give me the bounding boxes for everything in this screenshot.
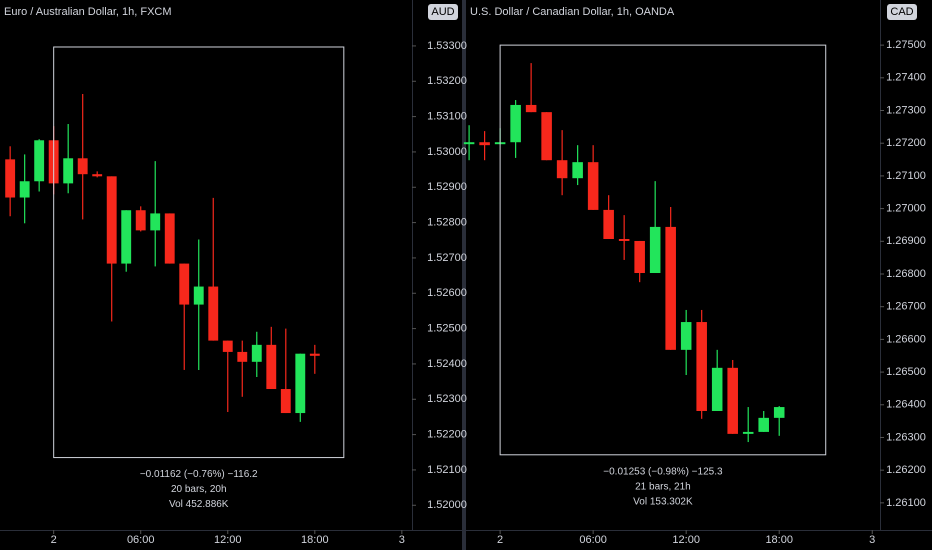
candle-body	[193, 286, 204, 305]
candle-body	[208, 286, 219, 341]
measure-label: Vol 153.302K	[633, 496, 693, 507]
y-tick-label: 1.53200	[427, 75, 467, 87]
y-tick-label: 1.53100	[427, 111, 467, 123]
candle-body	[19, 181, 30, 198]
candle-body	[727, 367, 738, 434]
x-tick-label: 2	[51, 534, 57, 546]
y-tick-label: 1.27100	[886, 170, 926, 182]
candle-body	[34, 140, 45, 182]
candle-body	[121, 210, 132, 264]
y-tick-label: 1.27300	[886, 104, 926, 116]
x-tick-label: 18:00	[301, 534, 329, 546]
candle-body	[463, 142, 475, 145]
y-tick-label: 1.27200	[886, 137, 926, 149]
y-tick-label: 1.26800	[886, 268, 926, 280]
candle-body	[773, 407, 785, 418]
y-tick-label: 1.26100	[886, 497, 926, 509]
measure-label: 21 bars, 21h	[635, 481, 691, 492]
y-tick-label: 1.26500	[886, 366, 926, 378]
candle-body	[106, 176, 117, 264]
candle-body	[510, 104, 521, 143]
candle-body	[758, 417, 769, 432]
y-tick-label: 1.26900	[886, 235, 926, 247]
candle-body	[266, 344, 277, 390]
candle-body	[603, 209, 614, 240]
candle-body	[222, 340, 233, 352]
y-tick-label: 1.52100	[427, 464, 467, 476]
candle-body	[295, 353, 306, 414]
candle-body	[618, 239, 630, 241]
y-tick-label: 1.52800	[427, 217, 467, 229]
x-tick-label: 2	[497, 534, 503, 546]
x-tick-label: 12:00	[214, 534, 242, 546]
candle-body	[92, 174, 103, 177]
y-tick-label: 1.53000	[427, 146, 467, 158]
candle-body	[237, 351, 248, 362]
currency-label: AUD	[431, 6, 454, 18]
candle-body	[63, 158, 74, 184]
candle-body	[541, 112, 552, 161]
x-tick-label: 18:00	[765, 534, 793, 546]
measure-box	[499, 44, 827, 456]
candle-body	[251, 344, 262, 362]
candle-body	[649, 226, 661, 274]
candle-body	[680, 322, 692, 350]
y-tick-label: 1.52000	[427, 499, 467, 511]
y-tick-label: 1.26200	[886, 464, 926, 476]
candle-body	[742, 431, 754, 434]
measure-label: −0.01253 (−0.98%) −125.3	[603, 466, 723, 477]
y-tick-label: 1.52200	[427, 429, 467, 441]
y-tick-label: 1.26400	[886, 399, 926, 411]
candle-body	[77, 158, 88, 175]
measure-label: −0.01162 (−0.76%) −116.2	[140, 469, 258, 480]
pane-separator	[462, 0, 466, 550]
candle-body	[665, 226, 676, 350]
y-tick-label: 1.26700	[886, 301, 926, 313]
currency-badge	[887, 4, 917, 20]
candle-body	[634, 240, 645, 274]
candle-body	[164, 213, 175, 264]
y-tick-label: 1.52900	[427, 181, 467, 193]
y-tick-label: 1.26300	[886, 431, 926, 443]
candle-body	[479, 142, 490, 146]
candle-body	[711, 367, 723, 411]
y-tick-label: 1.27000	[886, 203, 926, 215]
x-tick-label: 3	[399, 534, 405, 546]
y-tick-label: 1.52500	[427, 323, 467, 335]
currency-badge	[428, 4, 458, 20]
candle-body	[135, 210, 146, 231]
measure-label: Vol 452.886K	[169, 499, 229, 510]
x-tick-label: 3	[869, 534, 875, 546]
candle-body	[572, 162, 583, 179]
y-tick-label: 1.52300	[427, 393, 467, 405]
y-tick-label: 1.52400	[427, 358, 467, 370]
candle-body	[525, 104, 537, 113]
candle-body	[696, 322, 707, 411]
y-tick-label: 1.52600	[427, 287, 467, 299]
y-tick-label: 1.52700	[427, 252, 467, 264]
y-tick-label: 1.26600	[886, 333, 926, 345]
candle-body	[5, 159, 16, 198]
measure-label: 20 bars, 20h	[171, 484, 227, 495]
x-tick-label: 06:00	[127, 534, 155, 546]
y-tick-label: 1.53300	[427, 40, 467, 52]
y-tick-label: 1.27400	[886, 72, 926, 84]
y-tick-label: 1.27500	[886, 39, 926, 51]
candle-body	[179, 263, 190, 305]
x-tick-label: 12:00	[672, 534, 700, 546]
measure-box	[53, 46, 345, 459]
candle-body	[309, 353, 320, 356]
chart-title: U.S. Dollar / Canadian Dollar, 1h, OANDA	[470, 6, 675, 18]
candle-body	[556, 160, 568, 179]
chart-title: Euro / Australian Dollar, 1h, FXCM	[4, 6, 172, 18]
x-tick-label: 06:00	[579, 534, 607, 546]
candle-body	[280, 389, 291, 414]
candle-body	[150, 213, 161, 231]
currency-label: CAD	[890, 6, 913, 18]
candle-body	[587, 162, 599, 210]
